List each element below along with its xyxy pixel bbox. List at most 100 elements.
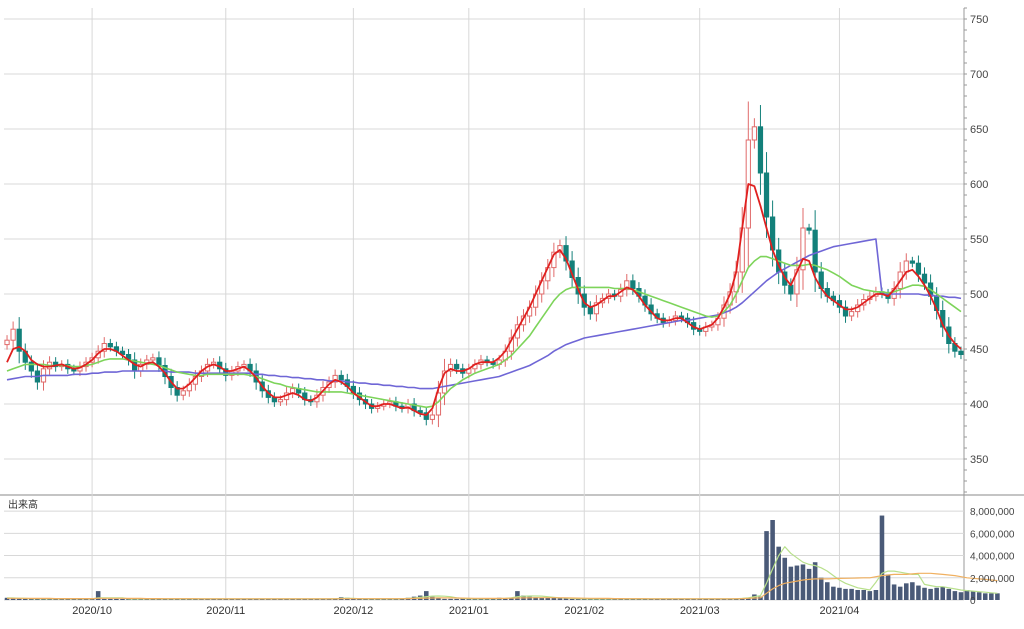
candle-body [915, 262, 922, 275]
volume-bar [873, 590, 879, 600]
volume-bar [357, 598, 362, 600]
volume-bar [47, 598, 52, 600]
candle-body [156, 357, 162, 366]
volume-bar [454, 598, 459, 600]
volume-bar [897, 586, 903, 600]
volume-bar [515, 591, 520, 600]
candle-body [624, 280, 630, 291]
price-tick-label: 500 [970, 289, 988, 301]
candle-body [557, 245, 563, 253]
volume-bar [10, 598, 16, 600]
volume-bar [460, 598, 466, 600]
volume-bar [733, 598, 739, 600]
candle-body [958, 350, 964, 356]
volume-bar [484, 598, 490, 600]
volume-bar [575, 598, 581, 600]
volume-bar [101, 598, 107, 600]
candle-body [107, 343, 113, 348]
volume-bar [59, 598, 64, 600]
time-tick-label: 2020/12 [333, 605, 373, 617]
candle-body [812, 229, 818, 273]
volume-bar [776, 546, 781, 600]
volume-bar [448, 598, 453, 600]
volume-bar [770, 520, 775, 600]
volume-bar [970, 591, 976, 600]
volume-tick-label: 4,000,000 [970, 552, 1015, 563]
volume-ma-long-line [7, 572, 998, 600]
time-tick-label: 2020/11 [206, 605, 245, 617]
candle-body [909, 260, 915, 264]
candle-body [593, 302, 600, 315]
volume-bar [442, 598, 447, 600]
volume-bar [466, 598, 472, 600]
volume-bar [837, 587, 842, 600]
volume-bar [916, 585, 921, 600]
volume-bar [904, 583, 909, 600]
candle-body [763, 172, 770, 218]
volume-tick-label: 6,000,000 [970, 529, 1015, 540]
candle-body [4, 339, 10, 346]
volume-bar [472, 598, 478, 600]
volume-layer [4, 515, 1000, 600]
volume-bar [806, 568, 812, 600]
candle-body [921, 273, 928, 284]
volume-bar [855, 590, 860, 600]
volume-bar [22, 598, 28, 600]
volume-bar [849, 588, 854, 600]
volume-bar [436, 597, 441, 600]
candle-body [903, 260, 909, 273]
volume-bar [114, 598, 119, 600]
candle-body [788, 284, 794, 295]
candle-body [150, 357, 156, 361]
volume-bar [928, 588, 933, 600]
volume-tick-label: 0 [970, 596, 976, 607]
volume-bar [332, 598, 338, 600]
volume-bar [16, 598, 22, 600]
candle-body [842, 306, 849, 317]
volume-bar [879, 515, 885, 600]
volume-bar [533, 597, 538, 600]
volume-bar [563, 598, 569, 600]
volume-bar [958, 592, 964, 600]
time-tick-label: 2021/01 [449, 605, 489, 617]
candle-body [587, 306, 593, 315]
volume-bar [812, 562, 818, 600]
candle-body [101, 343, 107, 352]
volume-bar [782, 557, 788, 600]
candle-body [417, 410, 423, 414]
volume-bar [120, 598, 125, 600]
candle-body [447, 363, 454, 372]
candle-body [806, 227, 812, 231]
candle-body [332, 374, 338, 383]
candle-body [454, 363, 460, 370]
candle-body [757, 126, 764, 174]
volume-bar [65, 598, 71, 600]
volume-bar [764, 531, 769, 600]
volume-bar [788, 566, 794, 600]
candle-body [429, 414, 435, 420]
moving-average-layer [6, 183, 962, 416]
volume-bar [424, 591, 429, 600]
price-tick-label: 750 [970, 14, 988, 26]
volume-bar [41, 598, 46, 600]
candle-body [800, 227, 806, 271]
volume-bar [934, 587, 939, 600]
price-tick-label: 700 [970, 69, 988, 81]
volume-bar [976, 592, 982, 600]
candle-body [630, 280, 636, 289]
candle-body [16, 328, 22, 352]
volume-bar [922, 587, 927, 600]
candle-body [794, 269, 800, 295]
volume-tick-label: 8,000,000 [970, 507, 1015, 518]
volume-bar [71, 598, 77, 600]
volume-bar [800, 564, 806, 600]
candle-body [223, 368, 229, 376]
volume-bar [891, 584, 897, 600]
ma-short-line [6, 183, 962, 416]
volume-bar [831, 586, 836, 600]
price-tick-label: 600 [970, 179, 988, 191]
time-tick-label: 2021/04 [820, 605, 860, 617]
volume-bar [946, 588, 952, 600]
volume-bar [490, 598, 496, 600]
